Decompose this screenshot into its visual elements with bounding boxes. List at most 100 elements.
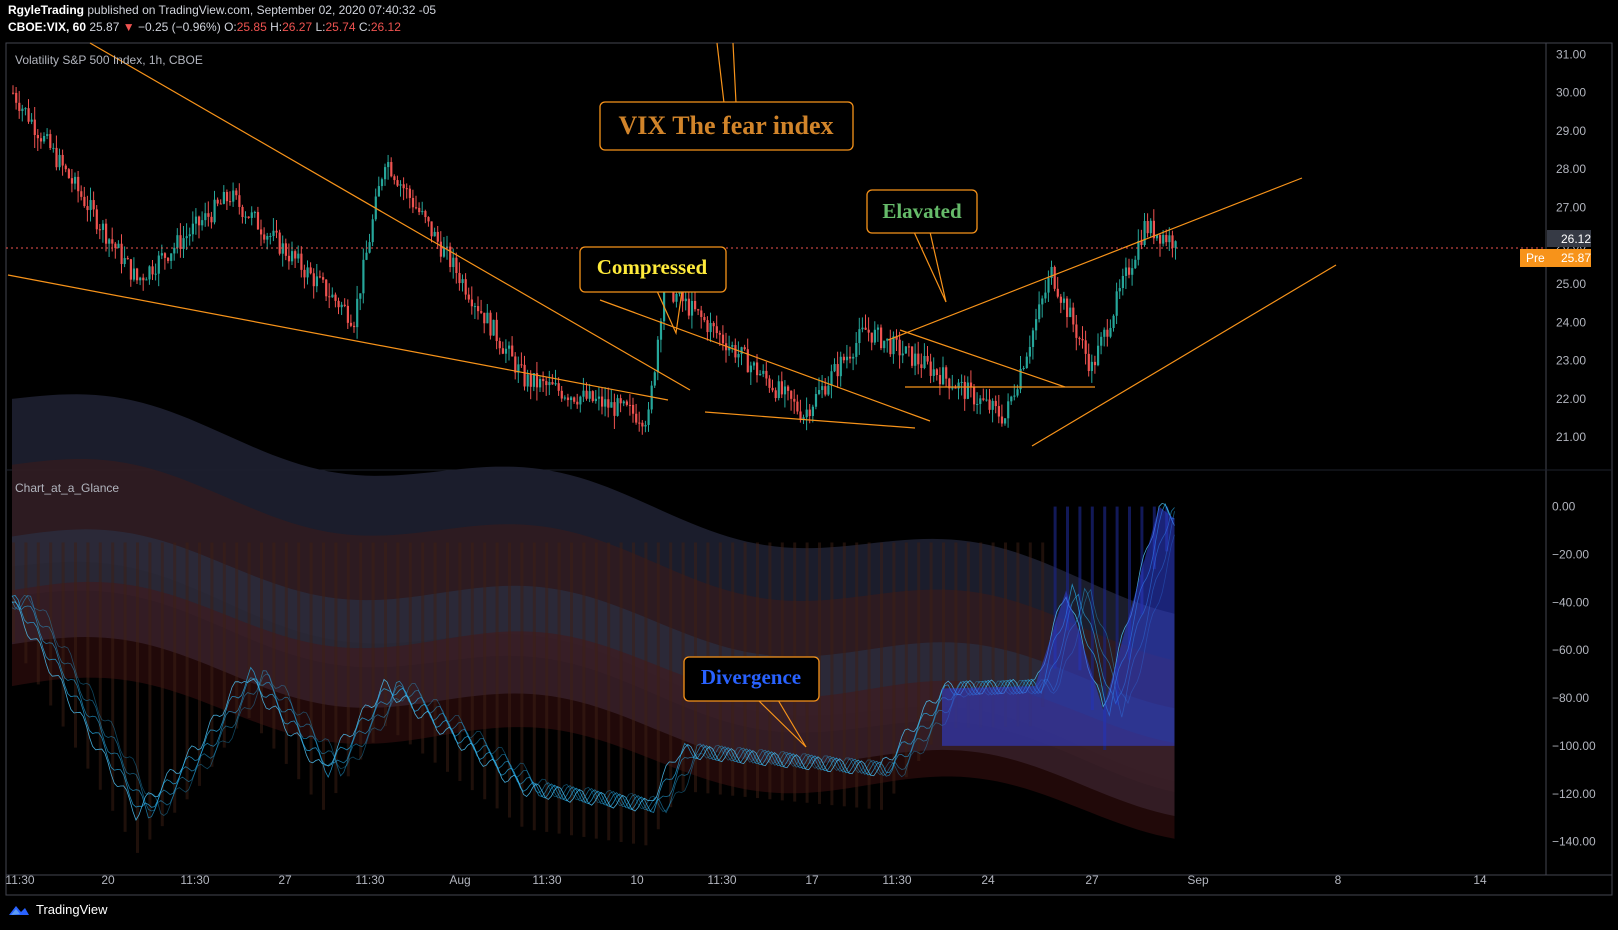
candle-body — [300, 253, 303, 270]
symbol-label[interactable]: CBOE:VIX, 60 — [8, 20, 87, 34]
candle-body — [870, 332, 873, 343]
candle-body — [473, 306, 477, 308]
indicator-histogram-bar — [86, 542, 90, 769]
candle-body — [331, 294, 334, 298]
candle-body — [39, 138, 43, 142]
indicator-pane-legend[interactable]: Chart_at_a_Glance — [15, 481, 119, 495]
candle-body — [1062, 298, 1066, 303]
ohlc-line: CBOE:VIX, 60 25.87 ▼ −0.25 (−0.96%) O:25… — [8, 20, 401, 34]
candle-body — [901, 353, 904, 356]
candle-body — [269, 235, 272, 237]
candle-body — [204, 213, 207, 221]
indicator-histogram-bar — [98, 542, 102, 790]
candle-body — [232, 190, 235, 202]
candle-body — [439, 241, 442, 257]
candle-body — [1041, 298, 1044, 305]
candle-body — [982, 398, 985, 400]
candle-body — [864, 327, 867, 330]
trendline[interactable] — [1031, 264, 1337, 447]
publisher-name[interactable]: RgyleTrading — [8, 3, 85, 17]
candle-body — [402, 184, 405, 189]
candle-body — [362, 259, 365, 294]
candle-body — [777, 381, 780, 399]
trendlines — [7, 42, 1337, 447]
title-annotation: VIX The fear index — [619, 111, 834, 140]
candle-body — [703, 317, 706, 321]
trendline[interactable] — [89, 42, 691, 391]
candle-body — [275, 230, 278, 233]
candle-body — [477, 306, 480, 312]
candle-body — [67, 169, 70, 179]
candle-body — [628, 404, 632, 406]
candle-body — [914, 353, 917, 366]
candle-body — [132, 268, 136, 280]
trendline[interactable] — [704, 411, 916, 429]
trendline[interactable] — [887, 177, 1303, 341]
candle-body — [1112, 315, 1115, 328]
candle-body — [616, 398, 619, 416]
price-tick-label: 30.00 — [1556, 86, 1586, 100]
indicator-histogram-bar — [1103, 506, 1107, 751]
indicator-histogram-bar — [346, 542, 350, 777]
candle-body — [225, 191, 229, 202]
indicator-histogram-bar — [1066, 506, 1069, 631]
candle-body — [1004, 418, 1007, 424]
candle-body — [1010, 396, 1013, 402]
candle-body — [312, 273, 315, 287]
candle-body — [808, 409, 811, 417]
divergence-callout[interactable]: Divergence — [683, 656, 820, 748]
title-callout[interactable]: VIX The fear index — [599, 42, 854, 151]
trendline[interactable] — [7, 274, 669, 401]
indicator-histogram-bar — [1128, 506, 1131, 660]
candle-body — [830, 371, 833, 386]
time-tick-label: 17 — [805, 873, 819, 887]
pre-label: Pre — [1526, 251, 1545, 265]
candle-body — [325, 279, 328, 297]
compressed-callout[interactable]: Compressed — [579, 246, 727, 336]
indicator-histogram-bar — [520, 542, 524, 827]
indicator-histogram-bar — [235, 542, 239, 729]
candle-body — [588, 391, 591, 399]
candle-body — [619, 398, 622, 404]
candle-body — [1059, 296, 1062, 303]
indicator-axis[interactable]: 0.00 −20.00 −40.00 −60.00 −80.00 −100.00 −120.… — [1552, 500, 1596, 849]
candle-body — [706, 320, 709, 333]
trendline[interactable] — [599, 299, 931, 422]
time-axis[interactable]: 11:30 20 11:30 27 11:30 Aug 11:30 10 11:30 17 11:3… — [5, 873, 1487, 887]
candle-body — [852, 356, 855, 359]
candle-body — [697, 309, 700, 311]
candle-body — [514, 356, 517, 373]
candle-body — [70, 178, 74, 184]
candle-body — [266, 236, 269, 240]
last-price: 25.87 — [89, 20, 120, 34]
candle-body — [880, 327, 883, 349]
candle-body — [539, 378, 542, 388]
tradingview-footer[interactable]: TradingView — [8, 902, 108, 917]
price-tick-label: 21.00 — [1556, 430, 1586, 444]
footer-brand: TradingView — [36, 902, 108, 917]
candle-body — [108, 239, 111, 244]
indicator-histogram-bar — [942, 542, 945, 729]
candle-body — [1121, 275, 1124, 289]
indicator-histogram-bar — [470, 542, 474, 791]
candle-body — [291, 251, 294, 262]
trendline[interactable] — [899, 329, 1066, 388]
candle-body — [495, 319, 498, 342]
indicator-histogram-bar — [260, 542, 263, 734]
candle-body — [743, 347, 746, 350]
main-pane-legend[interactable]: Volatility S&P 500 Index, 1h, CBOE — [15, 53, 203, 67]
candle-body — [194, 216, 198, 224]
candle-body — [207, 213, 210, 217]
candle-body — [821, 386, 824, 391]
elevated-annotation: Elavated — [882, 199, 962, 223]
candle-body — [415, 207, 418, 209]
time-tick-label: 11:30 — [882, 873, 911, 887]
elevated-callout[interactable]: Elavated — [866, 189, 978, 303]
indicator-tick-label: −20.00 — [1552, 547, 1589, 561]
candle-body — [1103, 329, 1106, 337]
candle-body — [904, 346, 907, 354]
candle-body — [142, 277, 145, 281]
candle-body — [563, 397, 566, 399]
callout-box — [599, 101, 854, 151]
